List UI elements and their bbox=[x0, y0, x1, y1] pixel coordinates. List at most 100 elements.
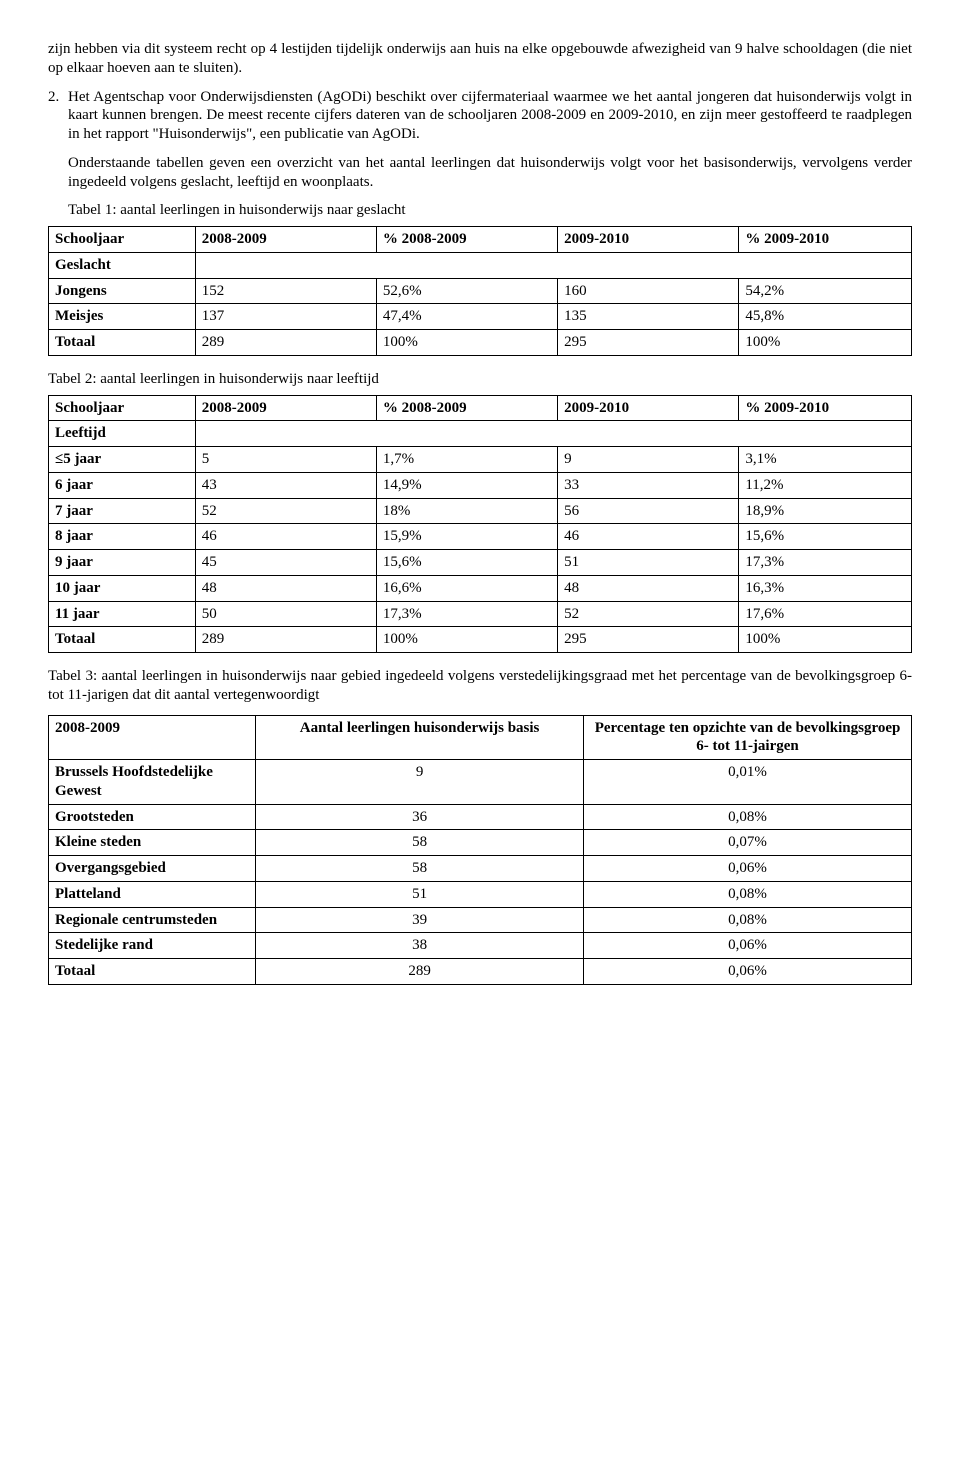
table-cell: 100% bbox=[376, 627, 557, 653]
table-cell: 48 bbox=[558, 575, 739, 601]
table-cell: 18% bbox=[376, 498, 557, 524]
table-cell: 5 bbox=[195, 447, 376, 473]
table-cell: 9 bbox=[256, 760, 584, 805]
table-cell: 137 bbox=[195, 304, 376, 330]
table-cell: 51 bbox=[558, 550, 739, 576]
table-cell: 289 bbox=[195, 330, 376, 356]
column-header: 2009-2010 bbox=[558, 227, 739, 253]
table-cell: 15,6% bbox=[376, 550, 557, 576]
table-cell: 43 bbox=[195, 472, 376, 498]
table-cell: 50 bbox=[195, 601, 376, 627]
table-cell: 0,07% bbox=[584, 830, 912, 856]
table-cell: 289 bbox=[256, 959, 584, 985]
row-label: Regionale centrumsteden bbox=[49, 907, 256, 933]
column-header: % 2008-2009 bbox=[376, 227, 557, 253]
table-cell: 52 bbox=[195, 498, 376, 524]
table-cell: 135 bbox=[558, 304, 739, 330]
row-label: ≤5 jaar bbox=[49, 447, 196, 473]
row-label: Totaal bbox=[49, 959, 256, 985]
table-cell: 15,6% bbox=[739, 524, 912, 550]
table-cell: 11,2% bbox=[739, 472, 912, 498]
table-cell: 16,6% bbox=[376, 575, 557, 601]
table-cell: 295 bbox=[558, 330, 739, 356]
table-cell: 15,9% bbox=[376, 524, 557, 550]
column-header: Percentage ten opzichte van de bevolking… bbox=[584, 715, 912, 760]
column-header: % 2009-2010 bbox=[739, 227, 912, 253]
row-label: Platteland bbox=[49, 881, 256, 907]
row-label: Brussels Hoofdstedelijke Gewest bbox=[49, 760, 256, 805]
row-label: Grootsteden bbox=[49, 804, 256, 830]
table-cell: 45 bbox=[195, 550, 376, 576]
sub-header: Leeftijd bbox=[49, 421, 196, 447]
table-cell: 100% bbox=[739, 330, 912, 356]
row-label: Totaal bbox=[49, 627, 196, 653]
column-header: 2008-2009 bbox=[49, 715, 256, 760]
table-3-gebied: 2008-2009Aantal leerlingen huisonderwijs… bbox=[48, 715, 912, 985]
table-cell: 17,3% bbox=[376, 601, 557, 627]
table-2-leeftijd: Schooljaar2008-2009% 2008-20092009-2010%… bbox=[48, 395, 912, 654]
table-cell: 160 bbox=[558, 278, 739, 304]
row-label: 11 jaar bbox=[49, 601, 196, 627]
table-cell: 33 bbox=[558, 472, 739, 498]
row-label: 8 jaar bbox=[49, 524, 196, 550]
table-cell: 100% bbox=[739, 627, 912, 653]
table-cell: 17,3% bbox=[739, 550, 912, 576]
table-cell: 0,08% bbox=[584, 881, 912, 907]
table-cell: 48 bbox=[195, 575, 376, 601]
table3-caption: Tabel 3: aantal leerlingen in huisonderw… bbox=[48, 667, 912, 705]
paragraph-number: 2. bbox=[48, 88, 68, 144]
row-label: Jongens bbox=[49, 278, 196, 304]
column-header: Schooljaar bbox=[49, 395, 196, 421]
table-cell: 1,7% bbox=[376, 447, 557, 473]
row-label: Kleine steden bbox=[49, 830, 256, 856]
column-header: 2008-2009 bbox=[195, 227, 376, 253]
table-cell: 36 bbox=[256, 804, 584, 830]
table-cell: 51 bbox=[256, 881, 584, 907]
table-cell: 100% bbox=[376, 330, 557, 356]
table-cell: 295 bbox=[558, 627, 739, 653]
table-cell: 0,08% bbox=[584, 907, 912, 933]
row-label: Overgangsgebied bbox=[49, 856, 256, 882]
table-cell: 56 bbox=[558, 498, 739, 524]
column-header: % 2009-2010 bbox=[739, 395, 912, 421]
column-header: 2009-2010 bbox=[558, 395, 739, 421]
table-cell: 58 bbox=[256, 856, 584, 882]
table-cell: 38 bbox=[256, 933, 584, 959]
table-cell: 3,1% bbox=[739, 447, 912, 473]
table-cell: 0,01% bbox=[584, 760, 912, 805]
table-1-geslacht: Schooljaar2008-2009% 2008-20092009-2010%… bbox=[48, 226, 912, 356]
table-cell: 52,6% bbox=[376, 278, 557, 304]
row-label: 7 jaar bbox=[49, 498, 196, 524]
table-cell: 46 bbox=[195, 524, 376, 550]
table-cell: 54,2% bbox=[739, 278, 912, 304]
row-label: 10 jaar bbox=[49, 575, 196, 601]
table-cell: 52 bbox=[558, 601, 739, 627]
table-cell: 47,4% bbox=[376, 304, 557, 330]
table-cell: 289 bbox=[195, 627, 376, 653]
table-cell: 9 bbox=[558, 447, 739, 473]
row-label: Totaal bbox=[49, 330, 196, 356]
paragraph-continuation: zijn hebben via dit systeem recht op 4 l… bbox=[48, 40, 912, 78]
column-header: Aantal leerlingen huisonderwijs basis bbox=[256, 715, 584, 760]
row-label: 9 jaar bbox=[49, 550, 196, 576]
paragraph-text-2a: Het Agentschap voor Onderwijsdiensten (A… bbox=[68, 88, 912, 144]
sub-header-blank bbox=[195, 421, 911, 447]
table-cell: 17,6% bbox=[739, 601, 912, 627]
table-cell: 58 bbox=[256, 830, 584, 856]
table1-caption: Tabel 1: aantal leerlingen in huisonderw… bbox=[68, 201, 912, 220]
row-label: Stedelijke rand bbox=[49, 933, 256, 959]
table-cell: 0,08% bbox=[584, 804, 912, 830]
table-cell: 14,9% bbox=[376, 472, 557, 498]
table-cell: 152 bbox=[195, 278, 376, 304]
row-label: 6 jaar bbox=[49, 472, 196, 498]
column-header: 2008-2009 bbox=[195, 395, 376, 421]
table-cell: 46 bbox=[558, 524, 739, 550]
table-cell: 18,9% bbox=[739, 498, 912, 524]
paragraph-text-2b: Onderstaande tabellen geven een overzich… bbox=[68, 154, 912, 192]
table-cell: 16,3% bbox=[739, 575, 912, 601]
table-cell: 0,06% bbox=[584, 959, 912, 985]
column-header: Schooljaar bbox=[49, 227, 196, 253]
sub-header: Geslacht bbox=[49, 252, 196, 278]
row-label: Meisjes bbox=[49, 304, 196, 330]
sub-header-blank bbox=[195, 252, 911, 278]
